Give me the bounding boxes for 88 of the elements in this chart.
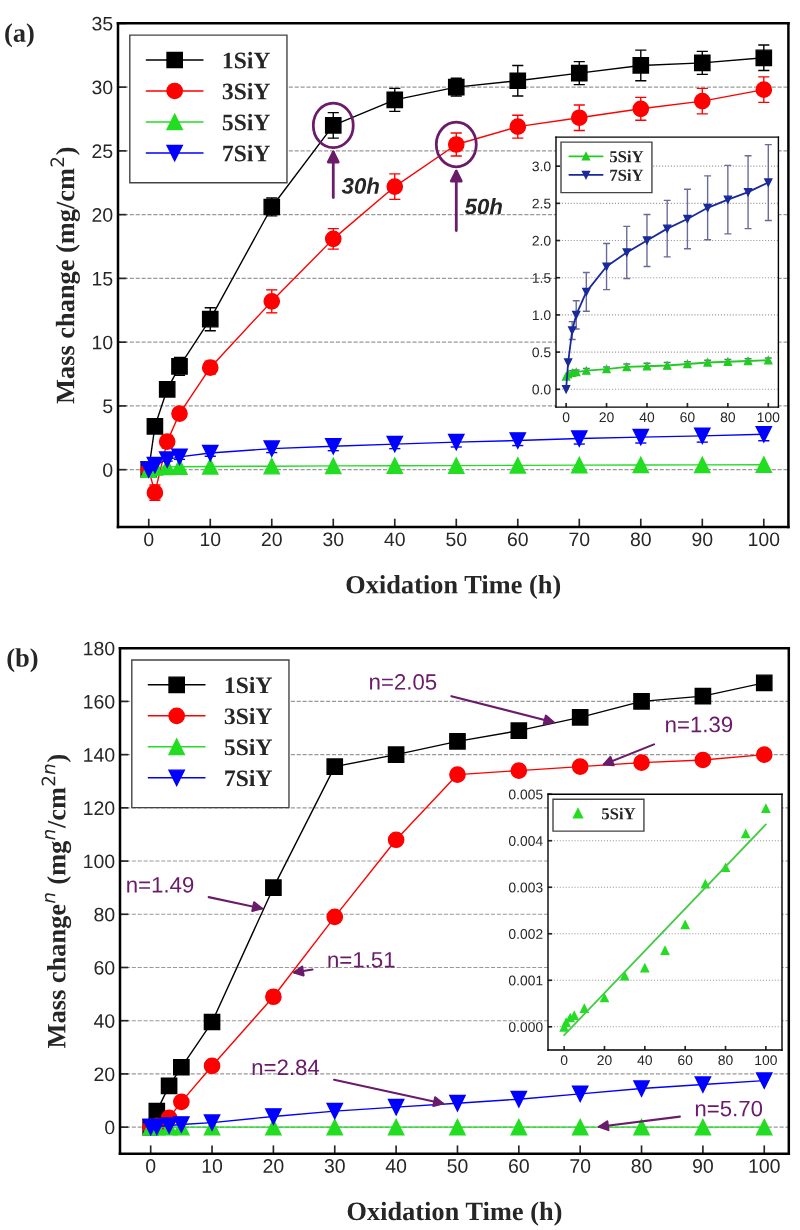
annotation: n=1.49 — [127, 876, 194, 893]
y-tick-label: 0.0 — [532, 384, 551, 395]
y-tick-label: 0.005 — [508, 789, 543, 800]
x-tick-label: 90 — [692, 532, 713, 547]
x-tick-label: 30 — [323, 532, 344, 547]
x-tick-label: 100 — [755, 1055, 777, 1066]
legend-label: 1SiY — [225, 676, 272, 694]
y-tick-label: 100 — [84, 854, 115, 869]
x-tick-label: 60 — [678, 1055, 693, 1066]
y-tick-label: 160 — [84, 694, 115, 709]
x-tick-label: 40 — [639, 412, 655, 423]
legend-label: 7SiY — [225, 769, 272, 787]
y-tick-label: 20 — [92, 208, 113, 222]
x-tick-label: 50 — [446, 532, 467, 547]
legend-label: 3SiY — [224, 707, 272, 725]
legend-label: 7SiY — [610, 169, 644, 181]
y-tick-label: 3.0 — [532, 161, 551, 172]
x-tick-label: 10 — [202, 1159, 223, 1173]
chart-title: (b) — [7, 648, 38, 673]
annotation: n=5.70 — [695, 1100, 763, 1117]
y-tick-label: 15 — [93, 272, 113, 286]
y-tick-label: 1.5 — [532, 273, 551, 283]
y-tick-label: 180 — [84, 641, 115, 656]
y-tick-label: 2.0 — [532, 235, 551, 246]
x-tick-label: 60 — [680, 412, 695, 423]
y-tick-label: 0.001 — [508, 975, 543, 986]
legend-label: 5SiY — [224, 738, 272, 756]
x-tick-label: 0 — [146, 1159, 156, 1173]
legend-label: 7SiY — [223, 144, 270, 162]
y-tick-label: 2.5 — [532, 198, 551, 209]
x-tick-label: 100 — [757, 412, 780, 423]
y-tick-label: 0.000 — [508, 1022, 543, 1032]
annotation: 30h — [341, 177, 379, 194]
y-tick-label: 30 — [92, 80, 113, 95]
y-tick-label: 120 — [84, 801, 115, 816]
annotation: n=2.84 — [252, 1059, 320, 1076]
x-tick-label: 90 — [693, 1159, 713, 1173]
x-tick-label: 40 — [385, 1159, 407, 1173]
x-tick-label: 100 — [749, 1159, 780, 1173]
x-tick-label: 50 — [447, 1159, 468, 1173]
legend-label: 5SiY — [222, 113, 270, 131]
y-tick-label: 10 — [93, 335, 113, 350]
x-axis-title: Oxidation Time (h) — [346, 575, 561, 599]
x-tick-label: 100 — [749, 532, 780, 547]
x-tick-label: 80 — [720, 412, 736, 423]
x-tick-label: 10 — [200, 532, 221, 547]
y-tick-label: 140 — [84, 748, 115, 762]
y-tick-label: 0.5 — [532, 347, 551, 358]
annotation: n=1.51 — [328, 952, 395, 968]
x-tick-label: 0 — [144, 532, 154, 547]
legend-label: 1SiY — [223, 51, 270, 69]
y-axis-title: Mass change$^{n}$ (mg$^{n}$/cm$^{2n}$) — [41, 754, 72, 1048]
y-tick-label: 0.003 — [508, 882, 543, 893]
y-tick-label: 1.0 — [532, 310, 551, 321]
x-axis-title: Oxidation Time (h) — [347, 1201, 562, 1226]
x-tick-label: 20 — [599, 412, 614, 423]
x-tick-label: 80 — [630, 532, 651, 547]
y-axis-title: Mass change (mg/cm$^{2}$) — [50, 147, 80, 404]
x-tick-label: 0 — [560, 1055, 568, 1066]
x-tick-label: 20 — [263, 1159, 284, 1173]
y-tick-label: 80 — [94, 907, 115, 922]
y-tick-label: 0.002 — [508, 929, 543, 939]
x-tick-label: 70 — [569, 532, 590, 547]
x-tick-label: 30 — [324, 1159, 345, 1173]
y-tick-label: 0 — [105, 1120, 115, 1135]
annotation: n=2.05 — [370, 674, 437, 690]
annotation: n=1.39 — [666, 716, 733, 733]
x-tick-label: 40 — [384, 532, 405, 547]
chart-title: (a) — [5, 23, 34, 48]
x-tick-label: 40 — [637, 1055, 653, 1066]
x-tick-label: 20 — [261, 532, 282, 547]
y-tick-label: 60 — [94, 960, 115, 975]
legend-label: 5SiY — [610, 150, 644, 163]
x-tick-label: 70 — [570, 1159, 591, 1173]
y-tick-label: 40 — [93, 1014, 115, 1028]
annotation: 50h — [464, 198, 502, 215]
y-tick-label: 0 — [103, 463, 113, 477]
y-tick-label: 0.004 — [508, 836, 543, 846]
x-tick-label: 80 — [631, 1159, 652, 1173]
legend-label: 3SiY — [222, 82, 270, 100]
y-tick-label: 25 — [92, 144, 113, 159]
x-tick-label: 0 — [562, 412, 570, 423]
x-tick-label: 20 — [597, 1055, 612, 1066]
y-tick-label: 5 — [103, 399, 113, 414]
legend-label: 5SiY — [602, 807, 636, 820]
y-tick-label: 35 — [92, 16, 113, 31]
y-tick-label: 20 — [94, 1067, 115, 1082]
x-tick-label: 80 — [718, 1055, 733, 1066]
